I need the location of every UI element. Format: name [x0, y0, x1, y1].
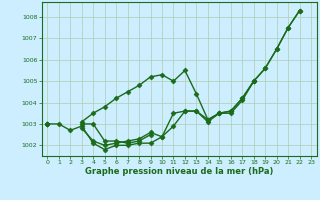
- X-axis label: Graphe pression niveau de la mer (hPa): Graphe pression niveau de la mer (hPa): [85, 167, 273, 176]
